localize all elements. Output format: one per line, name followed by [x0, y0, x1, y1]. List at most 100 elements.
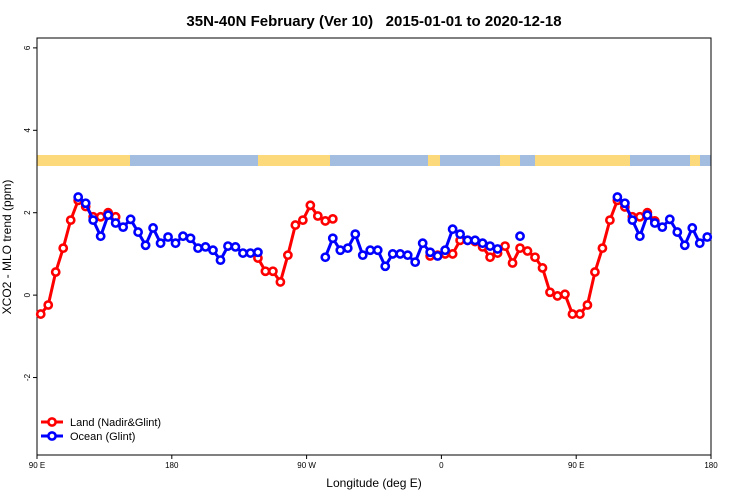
- data-point: [515, 243, 525, 254]
- data-point: [305, 200, 316, 211]
- data-point: [335, 245, 346, 256]
- data-point: [634, 211, 645, 222]
- y-tick-label: 0: [23, 292, 32, 297]
- land-strip: [258, 155, 330, 166]
- data-point: [320, 252, 331, 263]
- data-point: [58, 243, 69, 254]
- data-point: [402, 250, 413, 261]
- data-point: [365, 245, 376, 256]
- series: [73, 192, 713, 272]
- data-point: [530, 252, 540, 263]
- data-point: [462, 235, 473, 246]
- data-point: [545, 287, 555, 298]
- data-point: [178, 231, 188, 242]
- data-point: [485, 252, 495, 263]
- y-tick-label: 2: [23, 210, 32, 215]
- data-point: [230, 242, 241, 252]
- data-point: [95, 231, 106, 242]
- series-line: [430, 198, 656, 316]
- data-point: [223, 241, 233, 251]
- land-strip: [37, 155, 130, 166]
- data-point: [590, 267, 600, 277]
- data-point: [260, 266, 271, 277]
- y-tick-label: 6: [23, 45, 32, 50]
- data-point: [657, 222, 668, 233]
- data-point: [575, 309, 585, 319]
- data-point: [170, 238, 181, 249]
- data-point: [88, 215, 99, 226]
- data-point: [679, 240, 690, 251]
- data-point: [208, 245, 218, 256]
- data-point: [80, 198, 91, 209]
- data-point: [410, 257, 421, 268]
- x-tick-label: 90 E: [568, 461, 584, 470]
- data-point: [275, 277, 286, 287]
- data-point: [342, 243, 353, 254]
- data-point: [65, 215, 76, 226]
- x-tick-label: 90 W: [297, 461, 316, 470]
- data-point: [193, 243, 203, 254]
- data-point: [245, 248, 256, 258]
- data-point: [552, 291, 563, 301]
- data-point: [185, 233, 196, 244]
- data-point: [417, 238, 428, 249]
- series-line: [77, 195, 259, 262]
- legend-symbol: [47, 417, 57, 427]
- plot-frame: [36, 37, 712, 456]
- data-point: [560, 289, 570, 300]
- data-point: [612, 192, 623, 202]
- legend-label: Ocean (Glint): [70, 431, 135, 443]
- data-point: [492, 244, 503, 254]
- data-point: [297, 215, 308, 226]
- land-strip: [428, 155, 440, 166]
- data-point: [605, 215, 615, 226]
- data-point: [672, 227, 683, 237]
- data-point: [642, 210, 653, 221]
- data-point: [238, 248, 248, 258]
- data-point: [320, 216, 331, 226]
- ocean-strip: [37, 155, 711, 166]
- data-point: [103, 210, 114, 221]
- data-point: [125, 214, 136, 225]
- data-point: [522, 246, 533, 256]
- data-point: [267, 266, 278, 277]
- data-point: [35, 309, 46, 319]
- y-tick-label: 4: [23, 128, 32, 133]
- y-tick-label: -2: [23, 373, 32, 381]
- data-point: [215, 255, 226, 265]
- data-point: [694, 238, 705, 249]
- data-point: [515, 231, 525, 242]
- data-point: [447, 224, 458, 235]
- data-point: [597, 243, 608, 254]
- data-point: [500, 241, 510, 251]
- data-point: [649, 218, 660, 228]
- data-point: [140, 240, 151, 251]
- land-strip: [500, 155, 520, 166]
- data-point: [664, 214, 675, 225]
- data-point: [627, 215, 638, 226]
- x-tick-label: 180: [704, 461, 718, 470]
- x-axis-label: Longitude (deg E): [326, 476, 421, 490]
- data-point: [634, 231, 645, 242]
- data-point: [477, 238, 488, 249]
- x-tick-label: 180: [165, 461, 179, 470]
- data-point: [43, 300, 54, 310]
- y-axis-label: XCO2 - MLO trend (ppm): [0, 180, 14, 315]
- data-point: [702, 232, 713, 242]
- legend-symbol: [47, 431, 57, 441]
- data-point: [50, 267, 61, 277]
- data-point: [567, 309, 578, 319]
- data-point: [380, 261, 391, 272]
- data-point: [327, 213, 338, 224]
- data-point: [155, 238, 166, 249]
- x-tick-label: 0: [439, 461, 444, 470]
- data-point: [372, 245, 383, 256]
- data-point: [350, 229, 361, 240]
- data-point: [425, 247, 436, 258]
- data-point: [290, 220, 301, 230]
- data-point: [148, 223, 158, 233]
- data-point: [440, 245, 451, 256]
- data-point: [619, 198, 630, 209]
- data-point: [118, 222, 129, 233]
